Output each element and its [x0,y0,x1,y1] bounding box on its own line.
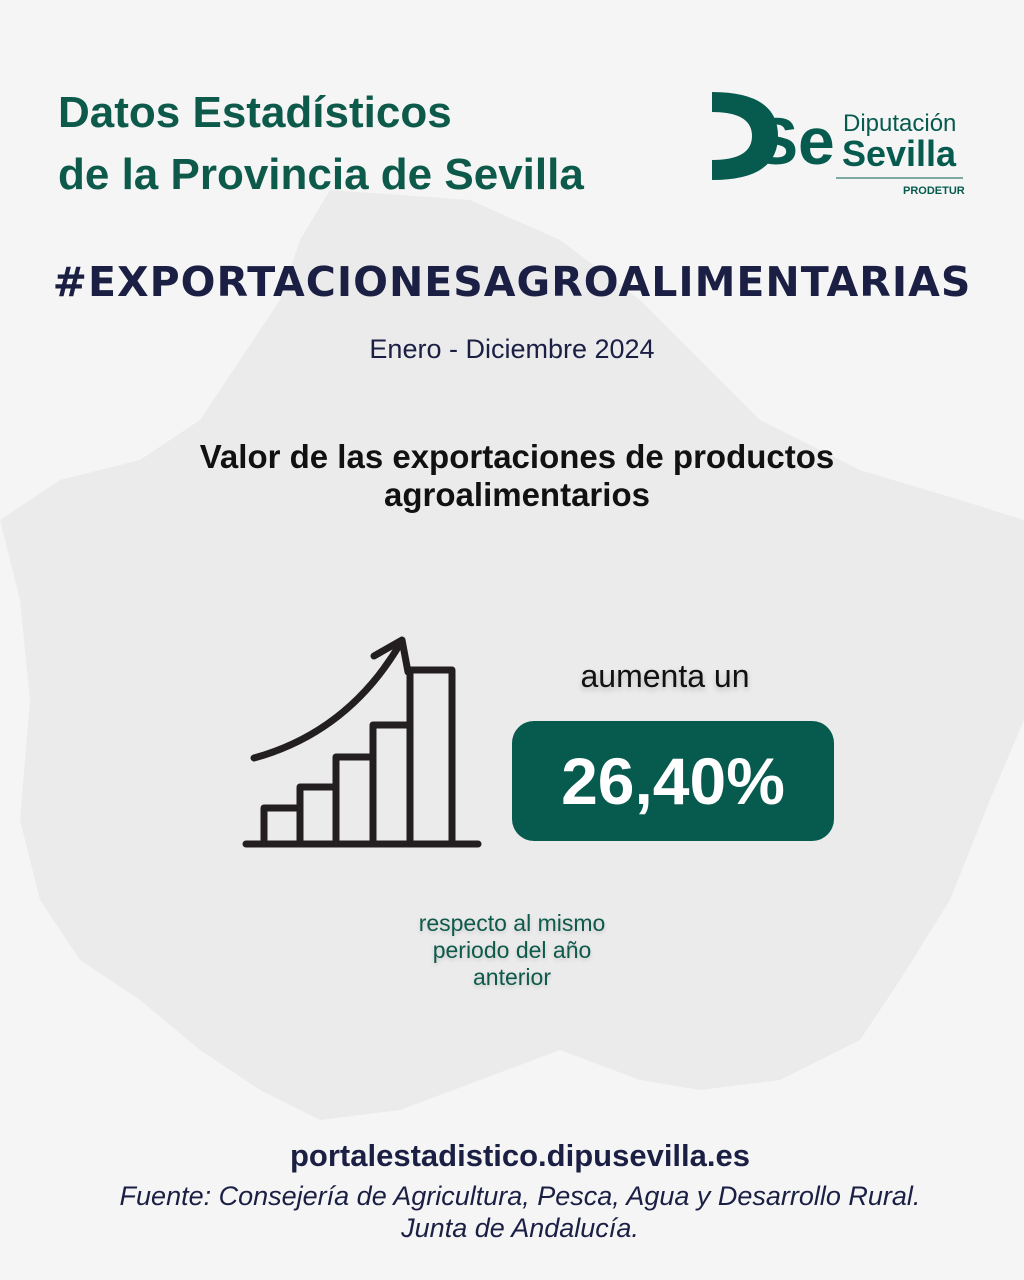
stat-value: 26,40% [561,744,785,818]
indicator-title: Valor de las exportaciones de productos … [0,438,1024,514]
portal-url-link[interactable]: portalestadistico.dipusevilla.es [290,1138,750,1173]
source-line-1: Fuente: Consejería de Agricultura, Pesca… [119,1181,921,1211]
svg-text:PRODETUR: PRODETUR [903,185,965,197]
stat-suffix: respecto al mismo periodo del año anteri… [362,910,662,991]
stat-suffix-line-1: respecto al mismo [418,910,606,936]
svg-text:Se: Se [754,104,835,178]
growth-bar-chart-icon [242,636,482,848]
indicator-title-line-1: Valor de las exportaciones de productos [199,438,835,475]
stat-suffix-line-2: periodo del año [432,937,592,963]
svg-text:Diputación: Diputación [843,110,956,137]
source-line-2: Junta de Andalucía. [401,1213,639,1243]
stat-value-badge: 26,40% [512,721,834,841]
source-note: Fuente: Consejería de Agricultura, Pesca… [0,1180,1024,1244]
hashtag-heading: #EXPORTACIONESAGROALIMENTARIAS [52,258,972,306]
title-line-2: de la Provincia de Sevilla [58,150,584,199]
page-title: Datos Estadísticos de la Provincia de Se… [58,82,584,206]
title-line-1: Datos Estadísticos [58,88,452,137]
svg-text:Sevilla: Sevilla [842,133,957,174]
stat-suffix-line-3: anterior [473,964,551,990]
indicator-title-line-2: agroalimentarios [384,476,650,513]
period-label: Enero - Diciembre 2024 [369,334,655,364]
diputacion-sevilla-logo: Se Diputación Sevilla PRODETUR [712,92,965,197]
stat-prefix: aumenta un [580,658,750,694]
